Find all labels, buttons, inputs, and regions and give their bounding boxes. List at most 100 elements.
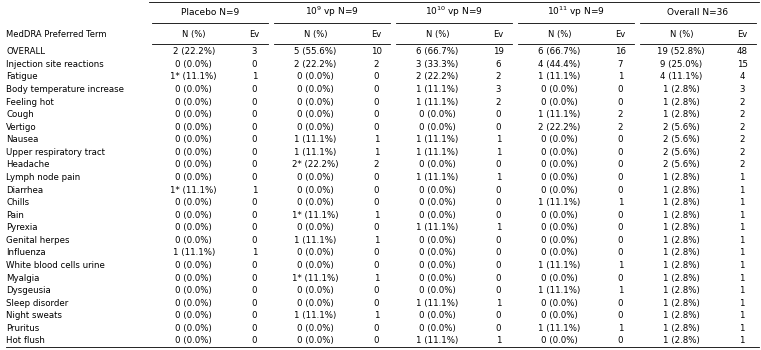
Text: 2: 2: [740, 110, 745, 119]
Text: 0 (0.0%): 0 (0.0%): [419, 274, 456, 282]
Text: 0 (0.0%): 0 (0.0%): [419, 211, 456, 220]
Text: 0: 0: [374, 72, 379, 82]
Text: 0 (0.0%): 0 (0.0%): [175, 85, 212, 94]
Text: 3: 3: [740, 85, 745, 94]
Text: 0: 0: [252, 135, 257, 144]
Text: 0 (0.0%): 0 (0.0%): [419, 248, 456, 257]
Text: 0: 0: [618, 336, 623, 345]
Text: 0 (0.0%): 0 (0.0%): [298, 198, 334, 207]
Text: 2: 2: [618, 123, 623, 132]
Text: Cough: Cough: [6, 110, 33, 119]
Text: 0 (0.0%): 0 (0.0%): [175, 148, 212, 157]
Text: 0: 0: [374, 248, 379, 257]
Text: 2 (5.6%): 2 (5.6%): [663, 160, 699, 169]
Text: 0: 0: [618, 248, 623, 257]
Text: $10^{10}$ vp N=9: $10^{10}$ vp N=9: [425, 5, 483, 19]
Text: 0 (0.0%): 0 (0.0%): [419, 123, 456, 132]
Text: 0: 0: [618, 223, 623, 232]
Text: 1: 1: [740, 236, 745, 245]
Text: 0: 0: [252, 286, 257, 295]
Text: Ev: Ev: [737, 30, 747, 40]
Text: Sleep disorder: Sleep disorder: [6, 299, 68, 308]
Text: Pruritus: Pruritus: [6, 324, 40, 333]
Text: 1: 1: [740, 274, 745, 282]
Text: Ev: Ev: [615, 30, 626, 40]
Text: 0: 0: [495, 324, 501, 333]
Text: 1: 1: [740, 324, 745, 333]
Text: 2 (22.2%): 2 (22.2%): [295, 60, 336, 69]
Text: 3 (33.3%): 3 (33.3%): [416, 60, 459, 69]
Text: 0 (0.0%): 0 (0.0%): [541, 173, 578, 182]
Text: 1: 1: [374, 236, 379, 245]
Text: 1 (2.8%): 1 (2.8%): [663, 274, 699, 282]
Text: 1: 1: [252, 248, 257, 257]
Text: Pyrexia: Pyrexia: [6, 223, 37, 232]
Text: 1: 1: [374, 311, 379, 320]
Text: 0 (0.0%): 0 (0.0%): [541, 98, 578, 106]
Text: 0 (0.0%): 0 (0.0%): [175, 311, 212, 320]
Text: Body temperature increase: Body temperature increase: [6, 85, 124, 94]
Text: 2: 2: [495, 98, 501, 106]
Text: 2: 2: [618, 110, 623, 119]
Text: 1 (11.1%): 1 (11.1%): [416, 223, 459, 232]
Text: 0 (0.0%): 0 (0.0%): [419, 198, 456, 207]
Text: 19: 19: [493, 47, 504, 56]
Text: 2: 2: [495, 72, 501, 82]
Text: Ev: Ev: [493, 30, 504, 40]
Text: 0: 0: [618, 85, 623, 94]
Text: Upper respiratory tract: Upper respiratory tract: [6, 148, 105, 157]
Text: N (%): N (%): [670, 30, 693, 40]
Text: 0: 0: [252, 110, 257, 119]
Text: 1: 1: [252, 186, 257, 195]
Text: 1 (2.8%): 1 (2.8%): [663, 98, 699, 106]
Text: N (%): N (%): [425, 30, 449, 40]
Text: 4 (11.1%): 4 (11.1%): [661, 72, 702, 82]
Text: 0: 0: [618, 135, 623, 144]
Text: 1 (2.8%): 1 (2.8%): [663, 286, 699, 295]
Text: 0 (0.0%): 0 (0.0%): [298, 98, 334, 106]
Text: 1 (2.8%): 1 (2.8%): [663, 311, 699, 320]
Text: 0: 0: [495, 248, 501, 257]
Text: 2: 2: [740, 148, 745, 157]
Text: 0: 0: [495, 110, 501, 119]
Text: 1 (11.1%): 1 (11.1%): [416, 135, 459, 144]
Text: 0 (0.0%): 0 (0.0%): [175, 160, 212, 169]
Text: 0: 0: [374, 223, 379, 232]
Text: 7: 7: [618, 60, 623, 69]
Text: 0: 0: [252, 198, 257, 207]
Text: 0 (0.0%): 0 (0.0%): [541, 311, 578, 320]
Text: 1: 1: [495, 223, 501, 232]
Text: Dysgeusia: Dysgeusia: [6, 286, 51, 295]
Text: 0: 0: [495, 123, 501, 132]
Text: 1: 1: [740, 299, 745, 308]
Text: 5 (55.6%): 5 (55.6%): [295, 47, 336, 56]
Text: White blood cells urine: White blood cells urine: [6, 261, 105, 270]
Text: 0 (0.0%): 0 (0.0%): [175, 324, 212, 333]
Text: 0 (0.0%): 0 (0.0%): [298, 72, 334, 82]
Text: 1: 1: [618, 72, 623, 82]
Text: 0 (0.0%): 0 (0.0%): [541, 148, 578, 157]
Text: 0 (0.0%): 0 (0.0%): [175, 223, 212, 232]
Text: 0: 0: [252, 173, 257, 182]
Text: 1 (11.1%): 1 (11.1%): [295, 135, 336, 144]
Text: 3: 3: [252, 47, 257, 56]
Text: 0 (0.0%): 0 (0.0%): [298, 299, 334, 308]
Text: 0: 0: [618, 186, 623, 195]
Text: 1 (2.8%): 1 (2.8%): [663, 248, 699, 257]
Text: 2* (22.2%): 2* (22.2%): [292, 160, 339, 169]
Text: 0 (0.0%): 0 (0.0%): [541, 135, 578, 144]
Text: 0: 0: [495, 160, 501, 169]
Text: 1 (2.8%): 1 (2.8%): [663, 324, 699, 333]
Text: 0 (0.0%): 0 (0.0%): [298, 123, 334, 132]
Text: 0: 0: [618, 311, 623, 320]
Text: 0: 0: [495, 236, 501, 245]
Text: Fatigue: Fatigue: [6, 72, 38, 82]
Text: 0: 0: [495, 211, 501, 220]
Text: 2 (22.2%): 2 (22.2%): [416, 72, 459, 82]
Text: 0 (0.0%): 0 (0.0%): [298, 110, 334, 119]
Text: 0 (0.0%): 0 (0.0%): [419, 311, 456, 320]
Text: 0 (0.0%): 0 (0.0%): [298, 173, 334, 182]
Text: 0 (0.0%): 0 (0.0%): [541, 336, 578, 345]
Text: 1: 1: [740, 248, 745, 257]
Text: 1 (2.8%): 1 (2.8%): [663, 223, 699, 232]
